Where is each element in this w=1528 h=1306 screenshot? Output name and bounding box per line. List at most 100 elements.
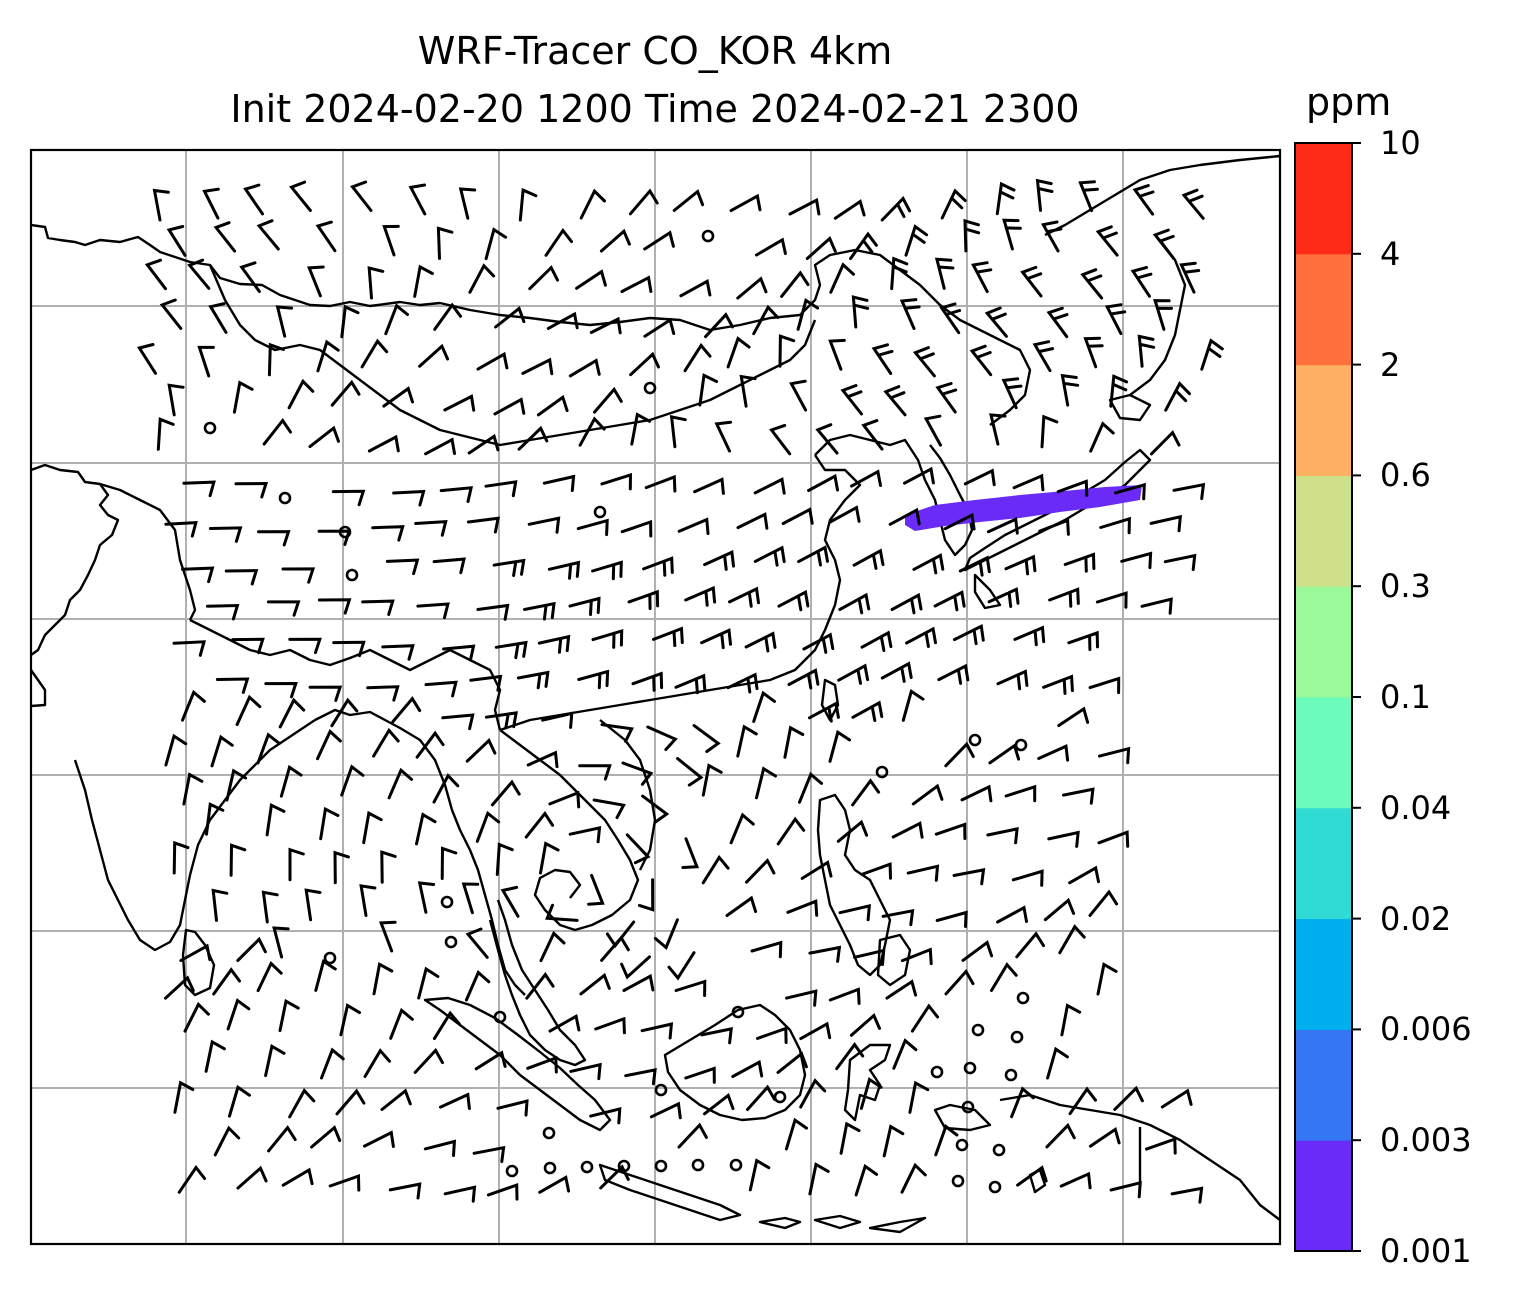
wind-barb: [592, 798, 626, 820]
wind-barb: [577, 669, 610, 690]
coast-japan-honshu: [963, 448, 1152, 572]
wind-barb: [490, 779, 521, 807]
wind-barb: [416, 602, 450, 620]
wind-barb: [546, 311, 579, 330]
calm-wind-marker: [543, 1161, 557, 1175]
wind-barb: [320, 1047, 345, 1080]
calm-wind-marker: [643, 381, 657, 395]
wind-barb: [627, 589, 660, 611]
wind-barb: [1068, 1086, 1097, 1116]
wind-barb: [935, 382, 958, 414]
wind-barb: [236, 1165, 268, 1190]
wind-barb: [568, 826, 602, 844]
colorbar-tick-label: 0.6: [1380, 456, 1431, 495]
wind-barb: [600, 935, 630, 962]
wind-barb: [367, 434, 400, 453]
wind-barb: [986, 827, 1019, 845]
wind-barb: [1099, 516, 1131, 535]
wind-barb: [439, 486, 474, 503]
wind-barb: [288, 1088, 316, 1119]
wind-barb: [744, 631, 777, 653]
wind-barb: [679, 278, 712, 298]
wind-barb: [899, 298, 921, 330]
wind-barb: [362, 810, 383, 845]
wind-barb: [854, 1163, 879, 1197]
wind-barb: [1170, 1186, 1204, 1204]
wind-barb: [599, 228, 631, 253]
wind-barb: [1035, 178, 1054, 212]
wind-barb: [646, 725, 678, 751]
calm-wind-marker: [444, 935, 458, 949]
wind-barb: [900, 947, 933, 966]
coast-myanmar: [314, 708, 526, 996]
wind-barb: [569, 1062, 602, 1081]
wind-barb: [424, 680, 458, 698]
wind-barb: [911, 783, 944, 806]
wind-barb: [417, 881, 436, 914]
wind-barb: [677, 1122, 708, 1149]
wind-barb: [952, 868, 986, 886]
wind-barb: [851, 700, 884, 722]
wind-barb: [781, 507, 814, 525]
wind-barb: [367, 266, 385, 300]
wind-barb: [944, 741, 975, 768]
wind-barb: [935, 910, 968, 928]
wind-barb: [517, 425, 549, 451]
calm-wind-marker: [493, 1010, 507, 1024]
wind-barb: [423, 1139, 457, 1157]
wind-barb: [1137, 334, 1156, 368]
calm-wind-marker: [1016, 991, 1030, 1005]
wind-barb: [468, 263, 496, 294]
wind-barb: [1013, 625, 1046, 647]
wind-barb: [1010, 1086, 1035, 1119]
wind-barb: [860, 862, 892, 880]
wind-barb: [667, 951, 696, 981]
coast-india-west: [30, 463, 120, 656]
wind-barb: [934, 822, 967, 840]
wind-barb: [187, 258, 211, 290]
wind-barb: [1048, 587, 1080, 608]
wind-barb: [640, 1022, 674, 1040]
wind-barb: [1016, 1165, 1048, 1187]
wind-barb: [652, 626, 684, 647]
calm-wind-marker: [963, 1061, 977, 1075]
wind-barb: [385, 558, 420, 576]
wind-barb: [264, 1043, 286, 1078]
wind-barb: [1113, 1085, 1144, 1111]
wind-barb: [476, 351, 509, 371]
wind-barb: [910, 1003, 940, 1033]
wind-barb: [829, 262, 855, 294]
wind-barb: [164, 733, 188, 767]
wind-barb: [684, 585, 717, 607]
wind-barb: [475, 810, 501, 843]
wind-barb: [287, 378, 315, 410]
wind-barb: [963, 468, 996, 487]
wind-barb: [307, 265, 325, 298]
wind-barb: [335, 1088, 366, 1116]
wind-barb: [576, 518, 609, 537]
wind-barb: [960, 784, 993, 803]
wind-barb: [328, 1174, 361, 1192]
wind-barb: [828, 505, 861, 524]
coast-sulawesi: [843, 1043, 892, 1122]
wind-barb: [984, 306, 1008, 338]
wind-barb: [182, 480, 216, 498]
calm-wind-marker: [593, 505, 607, 519]
wind-barb: [885, 979, 918, 1000]
wind-barb: [587, 873, 605, 906]
wind-barb: [235, 694, 262, 726]
wind-barb: [802, 632, 835, 654]
wind-barb: [159, 298, 183, 330]
wind-barb: [787, 668, 820, 690]
wind-barb: [788, 197, 821, 216]
wind-barb: [1088, 676, 1121, 695]
wind-barb: [798, 771, 823, 804]
wind-barb: [1109, 374, 1129, 408]
wind-barb: [545, 903, 579, 922]
wind-barb: [225, 768, 248, 802]
wind-barb: [851, 295, 870, 329]
wind-barb: [537, 634, 571, 654]
wind-barb: [432, 557, 466, 575]
map-area: [29, 148, 1282, 1246]
wind-barb: [1056, 479, 1089, 497]
